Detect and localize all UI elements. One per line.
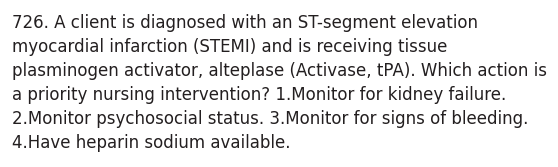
- Text: plasminogen activator, alteplase (Activase, tPA). Which action is: plasminogen activator, alteplase (Activa…: [12, 62, 547, 80]
- Text: 2.Monitor psychosocial status. 3.Monitor for signs of bleeding.: 2.Monitor psychosocial status. 3.Monitor…: [12, 110, 528, 128]
- Text: a priority nursing intervention? 1.Monitor for kidney failure.: a priority nursing intervention? 1.Monit…: [12, 86, 506, 104]
- Text: 726. A client is diagnosed with an ST-segment elevation: 726. A client is diagnosed with an ST-se…: [12, 14, 478, 32]
- Text: 4.Have heparin sodium available.: 4.Have heparin sodium available.: [12, 134, 291, 152]
- Text: myocardial infarction (STEMI) and is receiving tissue: myocardial infarction (STEMI) and is rec…: [12, 38, 448, 56]
